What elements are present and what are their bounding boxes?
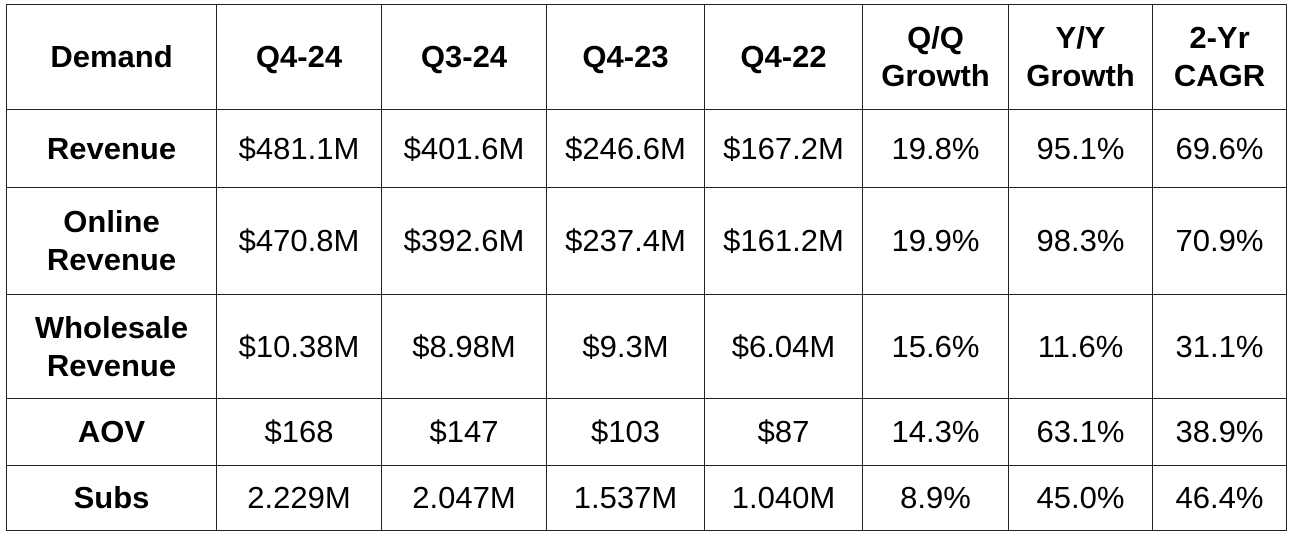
- table-cell: 63.1%: [1008, 398, 1153, 466]
- row-label: Wholesale Revenue: [6, 294, 217, 399]
- table-cell: 1.537M: [546, 465, 705, 531]
- table-cell: 98.3%: [1008, 187, 1153, 295]
- header-q4-23: Q4-23: [546, 4, 705, 110]
- table-cell: 11.6%: [1008, 294, 1153, 399]
- row-label: Online Revenue: [6, 187, 217, 295]
- table-cell: $470.8M: [216, 187, 382, 295]
- table-cell: $103: [546, 398, 705, 466]
- table-cell: 2.229M: [216, 465, 382, 531]
- header-q4-22: Q4-22: [704, 4, 863, 110]
- table-cell: $10.38M: [216, 294, 382, 399]
- table-row: Subs 2.229M 2.047M 1.537M 1.040M 8.9% 45…: [6, 465, 1287, 531]
- table-cell: $161.2M: [704, 187, 863, 295]
- table-row: Online Revenue $470.8M $392.6M $237.4M $…: [6, 187, 1287, 295]
- table-cell: 8.9%: [862, 465, 1009, 531]
- table-cell: 46.4%: [1152, 465, 1287, 531]
- header-qq-growth: Q/Q Growth: [862, 4, 1009, 110]
- table-row: Wholesale Revenue $10.38M $8.98M $9.3M $…: [6, 294, 1287, 399]
- table-row: AOV $168 $147 $103 $87 14.3% 63.1% 38.9%: [6, 398, 1287, 466]
- table-cell: $237.4M: [546, 187, 705, 295]
- table-cell: $6.04M: [704, 294, 863, 399]
- table-cell: 31.1%: [1152, 294, 1287, 399]
- table-cell: 95.1%: [1008, 109, 1153, 188]
- table-cell: 45.0%: [1008, 465, 1153, 531]
- table-cell: $392.6M: [381, 187, 547, 295]
- header-q3-24: Q3-24: [381, 4, 547, 110]
- table-cell: $401.6M: [381, 109, 547, 188]
- table-cell: 38.9%: [1152, 398, 1287, 466]
- table-cell: $8.98M: [381, 294, 547, 399]
- table-cell: $481.1M: [216, 109, 382, 188]
- table-cell: 1.040M: [704, 465, 863, 531]
- table-cell: 19.8%: [862, 109, 1009, 188]
- table-cell: $9.3M: [546, 294, 705, 399]
- table-cell: $87: [704, 398, 863, 466]
- header-q4-24: Q4-24: [216, 4, 382, 110]
- row-label: Subs: [6, 465, 217, 531]
- header-yy-growth: Y/Y Growth: [1008, 4, 1153, 110]
- table-cell: 2.047M: [381, 465, 547, 531]
- table-cell: 69.6%: [1152, 109, 1287, 188]
- table-cell: $168: [216, 398, 382, 466]
- table-cell: $246.6M: [546, 109, 705, 188]
- header-demand: Demand: [6, 4, 217, 110]
- table-cell: $147: [381, 398, 547, 466]
- row-label: Revenue: [6, 109, 217, 188]
- header-2yr-cagr: 2-Yr CAGR: [1152, 4, 1287, 110]
- table-cell: 70.9%: [1152, 187, 1287, 295]
- table-cell: 14.3%: [862, 398, 1009, 466]
- table-cell: $167.2M: [704, 109, 863, 188]
- demand-metrics-table: Demand Q4-24 Q3-24 Q4-23 Q4-22 Q/Q Growt…: [6, 4, 1287, 531]
- table-row: Revenue $481.1M $401.6M $246.6M $167.2M …: [6, 109, 1287, 188]
- header-row: Demand Q4-24 Q3-24 Q4-23 Q4-22 Q/Q Growt…: [6, 4, 1287, 110]
- table-cell: 19.9%: [862, 187, 1009, 295]
- table-cell: 15.6%: [862, 294, 1009, 399]
- row-label: AOV: [6, 398, 217, 466]
